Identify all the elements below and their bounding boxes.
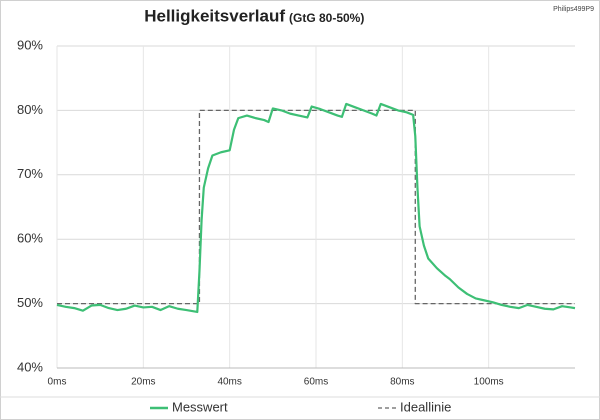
x-tick-label: 40ms — [217, 377, 241, 388]
x-tick-label: 80ms — [390, 377, 414, 388]
series-line — [57, 109, 575, 305]
y-tick-label: 60% — [17, 231, 43, 246]
x-tick-label: 60ms — [304, 377, 328, 388]
chart-subtitle: (GtG 80-50%) — [289, 11, 364, 25]
annotation: Philips499P9 — [553, 6, 594, 13]
series-line — [56, 102, 576, 314]
y-tick-label: 80% — [17, 102, 43, 117]
y-tick-label: 90% — [17, 37, 43, 52]
x-tick-label: 100ms — [474, 377, 504, 388]
y-tick-label: 70% — [17, 166, 43, 181]
chart-title: Helligkeitsverlauf — [144, 6, 285, 25]
x-tick-label: 20ms — [131, 377, 155, 388]
legend-label: Messwert — [172, 399, 228, 414]
y-tick-label: 50% — [17, 295, 43, 310]
x-tick-label: 0ms — [48, 377, 67, 388]
legend-label: Ideallinie — [400, 399, 451, 414]
y-tick-label: 40% — [17, 359, 43, 374]
